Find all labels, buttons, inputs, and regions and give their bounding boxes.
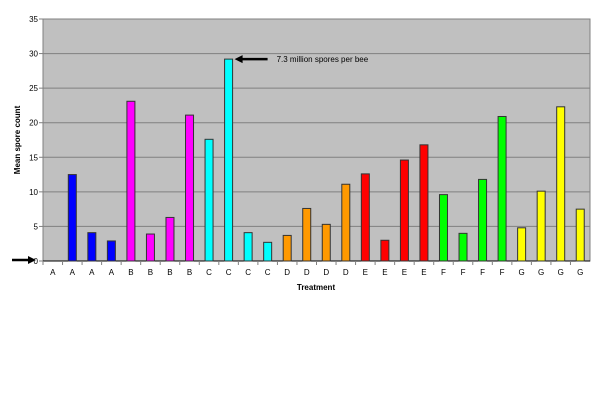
bar bbox=[87, 232, 97, 262]
x-tick-label: B bbox=[148, 268, 153, 277]
bar bbox=[419, 144, 429, 262]
bar bbox=[321, 223, 331, 262]
bar bbox=[536, 190, 546, 262]
x-tick-label: G bbox=[519, 268, 525, 277]
x-tick-label: G bbox=[558, 268, 564, 277]
x-tick-label: E bbox=[402, 268, 407, 277]
bar bbox=[399, 159, 409, 262]
x-tick-label: G bbox=[577, 268, 583, 277]
annotation-arrowhead bbox=[234, 55, 243, 64]
y-tick-label: 25 bbox=[29, 84, 38, 93]
y-axis-label: Mean spore count bbox=[13, 105, 22, 174]
x-tick-label: A bbox=[89, 268, 95, 277]
bar bbox=[438, 194, 448, 262]
bar bbox=[243, 232, 253, 262]
bar bbox=[224, 58, 234, 262]
x-axis-label: Treatment bbox=[297, 283, 336, 292]
bar bbox=[145, 233, 155, 262]
x-tick-label: B bbox=[187, 268, 192, 277]
y-tick-label: 0 bbox=[34, 257, 39, 266]
x-tick-label: D bbox=[323, 268, 329, 277]
x-tick-label: A bbox=[50, 268, 56, 277]
x-tick-label: F bbox=[500, 268, 505, 277]
x-tick-label: A bbox=[109, 268, 115, 277]
bar bbox=[341, 183, 351, 262]
bars bbox=[67, 58, 585, 262]
bar bbox=[458, 232, 468, 262]
x-tick-label: C bbox=[245, 268, 251, 277]
bar bbox=[263, 241, 273, 262]
y-tick-label: 5 bbox=[34, 222, 39, 231]
bar bbox=[556, 106, 566, 262]
x-tick-label: G bbox=[538, 268, 544, 277]
bar bbox=[165, 216, 175, 262]
x-tick-label: E bbox=[382, 268, 387, 277]
bar bbox=[478, 178, 488, 262]
bar bbox=[497, 115, 507, 262]
bar bbox=[282, 234, 292, 262]
x-tick-label: D bbox=[284, 268, 290, 277]
x-tick-label: C bbox=[226, 268, 232, 277]
y-tick-label: 35 bbox=[29, 15, 38, 24]
y-tick-label: 20 bbox=[29, 119, 38, 128]
x-tick-label: B bbox=[167, 268, 172, 277]
x-tick-label: F bbox=[441, 268, 446, 277]
x-tick-label: C bbox=[206, 268, 212, 277]
y-tick-label: 15 bbox=[29, 153, 38, 162]
annotations: 7.3 million spores per bee bbox=[12, 55, 369, 264]
bar bbox=[106, 240, 116, 262]
x-tick-label: D bbox=[343, 268, 349, 277]
x-tick-label: B bbox=[128, 268, 133, 277]
y-tick-label: 10 bbox=[29, 188, 38, 197]
bar bbox=[380, 239, 390, 262]
y-axis-ticks: 0 5 10 15 20 25 30 35 bbox=[29, 15, 43, 266]
x-tick-label: A bbox=[70, 268, 76, 277]
zero-arrowhead bbox=[28, 256, 36, 264]
y-tick-label: 30 bbox=[29, 50, 38, 59]
bar bbox=[575, 208, 585, 262]
bar bbox=[185, 114, 195, 262]
bar bbox=[67, 174, 77, 262]
bar bbox=[302, 207, 312, 262]
bar bbox=[517, 227, 527, 262]
x-tick-label: E bbox=[421, 268, 426, 277]
bar bbox=[126, 100, 136, 262]
x-tick-label: F bbox=[480, 268, 485, 277]
x-tick-label: E bbox=[363, 268, 368, 277]
annotation-text: 7.3 million spores per bee bbox=[277, 55, 369, 64]
x-tick-label: F bbox=[461, 268, 466, 277]
x-tick-label: D bbox=[304, 268, 310, 277]
x-tick-label: C bbox=[265, 268, 271, 277]
bar bbox=[204, 138, 214, 262]
bar bbox=[360, 173, 370, 262]
